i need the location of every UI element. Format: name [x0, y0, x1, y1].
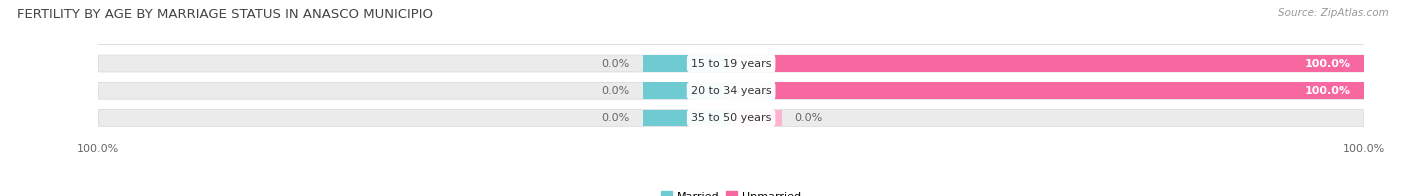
Text: 100.0%: 100.0%	[1305, 86, 1351, 96]
Text: 15 to 19 years: 15 to 19 years	[690, 59, 772, 69]
Text: 35 to 50 years: 35 to 50 years	[690, 113, 772, 123]
Text: 0.0%: 0.0%	[602, 59, 630, 69]
Bar	[776, 55, 1364, 72]
Bar	[643, 110, 731, 126]
Bar	[643, 55, 731, 72]
Text: 100.0%: 100.0%	[1305, 59, 1351, 69]
Text: 0.0%: 0.0%	[602, 113, 630, 123]
Bar	[776, 82, 1364, 99]
FancyBboxPatch shape	[98, 110, 1364, 126]
Text: 0.0%: 0.0%	[602, 86, 630, 96]
FancyBboxPatch shape	[98, 55, 1364, 72]
Text: FERTILITY BY AGE BY MARRIAGE STATUS IN ANASCO MUNICIPIO: FERTILITY BY AGE BY MARRIAGE STATUS IN A…	[17, 8, 433, 21]
Legend: Married, Unmarried: Married, Unmarried	[657, 187, 806, 196]
FancyBboxPatch shape	[98, 82, 1364, 99]
Bar	[731, 110, 782, 126]
Text: Source: ZipAtlas.com: Source: ZipAtlas.com	[1278, 8, 1389, 18]
Bar	[643, 82, 731, 99]
Text: 20 to 34 years: 20 to 34 years	[690, 86, 772, 96]
Text: 0.0%: 0.0%	[794, 113, 823, 123]
